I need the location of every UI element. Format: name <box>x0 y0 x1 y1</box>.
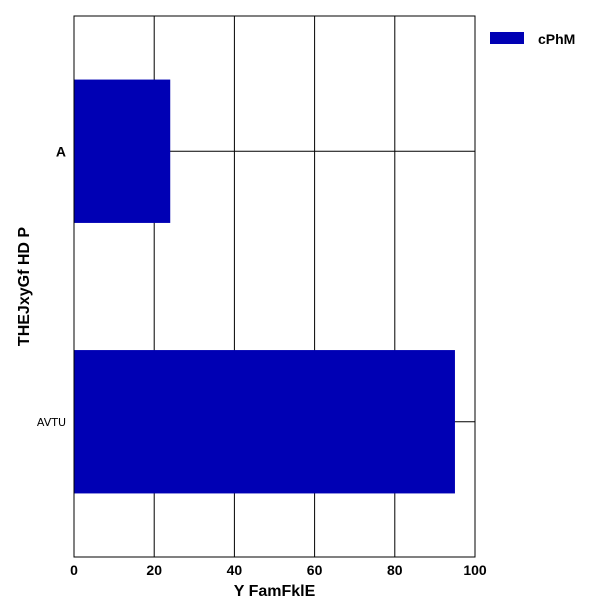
y-tick-label: AVTU <box>37 416 66 429</box>
y-axis-ticks: A AVTU <box>37 143 66 429</box>
plot-frame <box>73 15 476 558</box>
y-tick-label: A <box>56 143 66 159</box>
x-tick-label: 20 <box>146 562 162 578</box>
x-tick-label: 40 <box>227 562 243 578</box>
legend-swatch <box>490 32 524 44</box>
x-axis-ticks: 0 20 40 60 80 100 <box>70 562 487 578</box>
legend: cPhM <box>490 31 575 47</box>
bar-avtu <box>74 350 455 494</box>
x-tick-label: 60 <box>307 562 323 578</box>
bars <box>74 79 455 494</box>
x-axis-title: Y FamFklE <box>234 583 316 600</box>
x-tick-label: 0 <box>70 562 78 578</box>
legend-label: cPhM <box>538 31 575 47</box>
y-axis-title: THEJxyGf HD P <box>16 227 33 346</box>
bar-a <box>74 79 171 223</box>
x-tick-label: 80 <box>387 562 403 578</box>
x-tick-label: 100 <box>463 562 487 578</box>
